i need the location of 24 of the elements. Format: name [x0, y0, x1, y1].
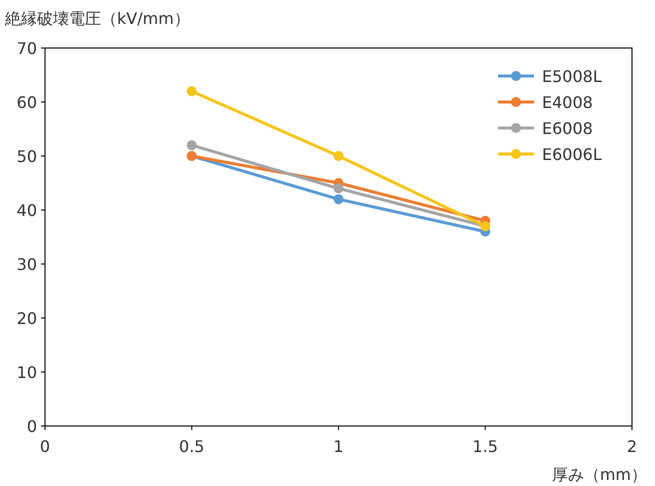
y-tick-label: 50	[16, 147, 37, 166]
y-axis-title: 絶縁破壊電圧（kV/mm）	[4, 9, 190, 28]
x-tick-label: 1	[333, 437, 344, 456]
x-tick-label: 0.5	[179, 437, 204, 456]
x-tick-label: 0	[40, 437, 50, 456]
legend-label: E5008L	[542, 67, 602, 86]
y-tick-label: 0	[26, 417, 37, 436]
legend-label: E6008	[542, 119, 593, 138]
y-tick-label: 70	[16, 39, 37, 58]
legend-label: E6006L	[542, 145, 602, 164]
x-tick-label: 2	[626, 437, 638, 456]
point	[186, 86, 197, 96]
x-axis-title: 厚み（mm）	[552, 465, 647, 484]
point	[334, 151, 344, 161]
y-tick-label: 60	[16, 93, 37, 112]
y-tick-label: 40	[16, 201, 37, 220]
y-tick-label: 20	[16, 309, 37, 328]
y-tick-label: 10	[16, 363, 37, 382]
point	[334, 183, 344, 194]
legend-label: E4008	[542, 93, 593, 112]
x-tick-label: 1.5	[472, 437, 498, 456]
point	[186, 140, 197, 150]
point	[334, 194, 344, 204]
y-tick-label: 30	[16, 255, 37, 274]
